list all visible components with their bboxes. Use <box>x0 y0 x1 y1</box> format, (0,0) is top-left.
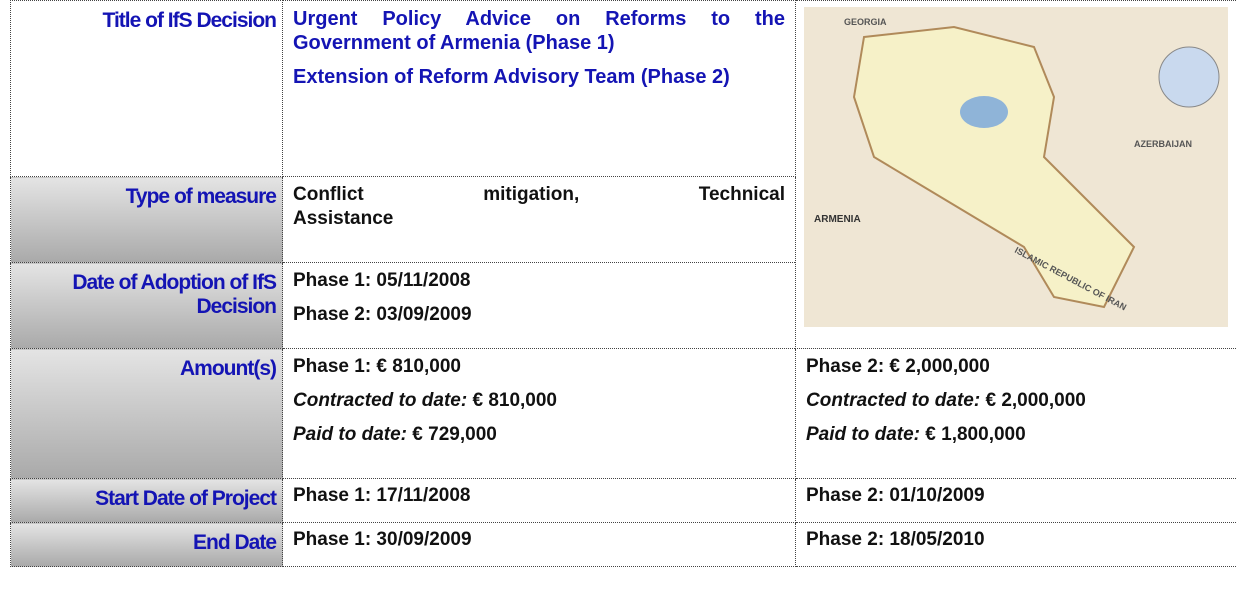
line: Contracted to date: € 2,000,000 <box>806 389 1227 413</box>
map-label: GEORGIA <box>844 17 887 27</box>
line: Paid to date: € 729,000 <box>293 423 785 447</box>
label: Contracted to date: <box>806 390 981 411</box>
row-label: Amount(s) <box>10 348 283 479</box>
row-label: End Date <box>10 522 283 567</box>
lake <box>960 96 1008 128</box>
row-label: Date of Adoption of IfS Decision <box>10 262 283 349</box>
map: GEORGIA AZERBAIJAN ARMENIA ISLAMIC REPUB… <box>804 7 1228 327</box>
map-cell: GEORGIA AZERBAIJAN ARMENIA ISLAMIC REPUB… <box>795 0 1237 349</box>
value: € 810,000 <box>472 390 557 411</box>
cell: Phase 2: € 2,000,000 Contracted to date:… <box>795 348 1237 479</box>
row-label: Title of IfS Decision <box>10 0 283 177</box>
line: Phase 2: 03/09/2009 <box>293 304 472 325</box>
cell: Phase 2: 18/05/2010 <box>795 522 1237 567</box>
line: Urgent Policy Advice on Reforms to the G… <box>293 8 785 54</box>
cell: Urgent Policy Advice on Reforms to the G… <box>282 0 796 177</box>
line: Phase 1: 05/11/2008 <box>293 270 471 291</box>
row-label: Start Date of Project <box>10 478 283 523</box>
cell: Phase 2: 01/10/2009 <box>795 478 1237 523</box>
cell: Phase 1: 17/11/2008 <box>282 478 796 523</box>
line: Phase 1: € 810,000 <box>293 356 461 377</box>
globe <box>1158 46 1220 108</box>
label: Paid to date: <box>293 424 408 445</box>
cell: Phase 1: 30/09/2009 <box>282 522 796 567</box>
line: Phase 2: € 2,000,000 <box>806 356 990 377</box>
info-table: Title of IfS Decision Urgent Policy Advi… <box>10 0 1237 567</box>
line: Paid to date: € 1,800,000 <box>806 423 1227 447</box>
line: Contracted to date: € 810,000 <box>293 389 785 413</box>
cell: Conflict mitigation, Technical Assistanc… <box>282 176 796 263</box>
country <box>852 25 1136 309</box>
value: € 1,800,000 <box>925 424 1026 445</box>
map-label: AZERBAIJAN <box>1134 139 1192 149</box>
cell: Phase 1: 05/11/2008 Phase 2: 03/09/2009 <box>282 262 796 349</box>
value: € 2,000,000 <box>985 390 1086 411</box>
line: Extension of Reform Advisory Team (Phase… <box>293 66 730 88</box>
label: Paid to date: <box>806 424 921 445</box>
map-label: ARMENIA <box>814 214 861 225</box>
value: € 729,000 <box>412 424 497 445</box>
line: Conflict mitigation, Technical Assistanc… <box>293 184 785 229</box>
cell: Phase 1: € 810,000 Contracted to date: €… <box>282 348 796 479</box>
row-label: Type of measure <box>10 176 283 263</box>
label: Contracted to date: <box>293 390 468 411</box>
